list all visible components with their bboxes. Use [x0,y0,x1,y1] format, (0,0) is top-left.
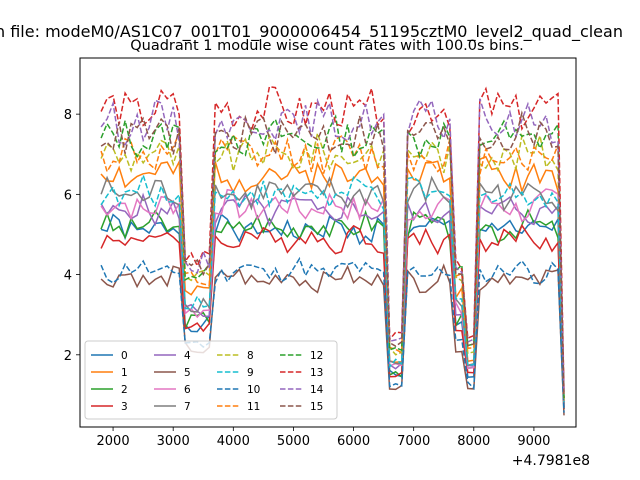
legend-label-13: 13 [310,367,323,379]
series-line-7 [100,175,565,405]
legend-label-7: 7 [184,401,191,413]
legend-label-15: 15 [310,401,323,413]
legend-label-6: 6 [184,384,191,396]
series-line-15 [100,110,565,397]
series-line-14 [100,97,565,395]
legend-label-11: 11 [247,401,260,413]
legend-label-1: 1 [121,367,128,379]
chart-title: Quadrant 1 module wise count rates with … [130,38,524,54]
x-tick-label: 5000 [277,434,310,449]
series-line-10 [100,256,565,413]
series-line-1 [100,155,565,404]
suptitle: n file: modeM0/AS1C07_001T01_9000006454_… [0,22,623,42]
legend-label-5: 5 [184,367,191,379]
y-tick-label: 8 [64,108,72,123]
legend-box [84,340,338,420]
y-tick-label: 6 [64,188,72,203]
legend-label-10: 10 [247,384,260,396]
legend-label-0: 0 [121,350,128,362]
legend-label-4: 4 [184,350,191,362]
x-tick-label: 3000 [157,434,190,449]
y-tick-label: 2 [64,349,72,364]
axes-layer: 2000 3000 4000 5000 6000 7000 8000 9000 2 4 6 8 [64,108,551,449]
series-layer [100,85,565,416]
x-tick-label: 9000 [517,434,550,449]
plot-frame [79,57,577,428]
legend-label-12: 12 [310,350,323,362]
series-line-2 [100,208,565,408]
series-line-5 [100,263,565,416]
x-tick-label: 4000 [217,434,250,449]
series-line-9 [100,172,565,403]
x-tick-label: 2000 [97,434,130,449]
x-tick-label: 6000 [337,434,370,449]
legend-label-9: 9 [247,367,254,379]
x-tick-label: 8000 [457,434,490,449]
legend-label-2: 2 [121,384,128,396]
legend-label-3: 3 [121,401,128,413]
legend-label-8: 8 [247,350,254,362]
series-line-3 [100,223,565,410]
legend-label-14: 14 [310,384,324,396]
x-offset-label: +4.7981e8 [512,453,590,469]
series-line-4 [100,192,565,407]
y-tick-label: 4 [64,269,72,284]
x-tick-label: 7000 [397,434,430,449]
series-line-8 [100,130,565,401]
